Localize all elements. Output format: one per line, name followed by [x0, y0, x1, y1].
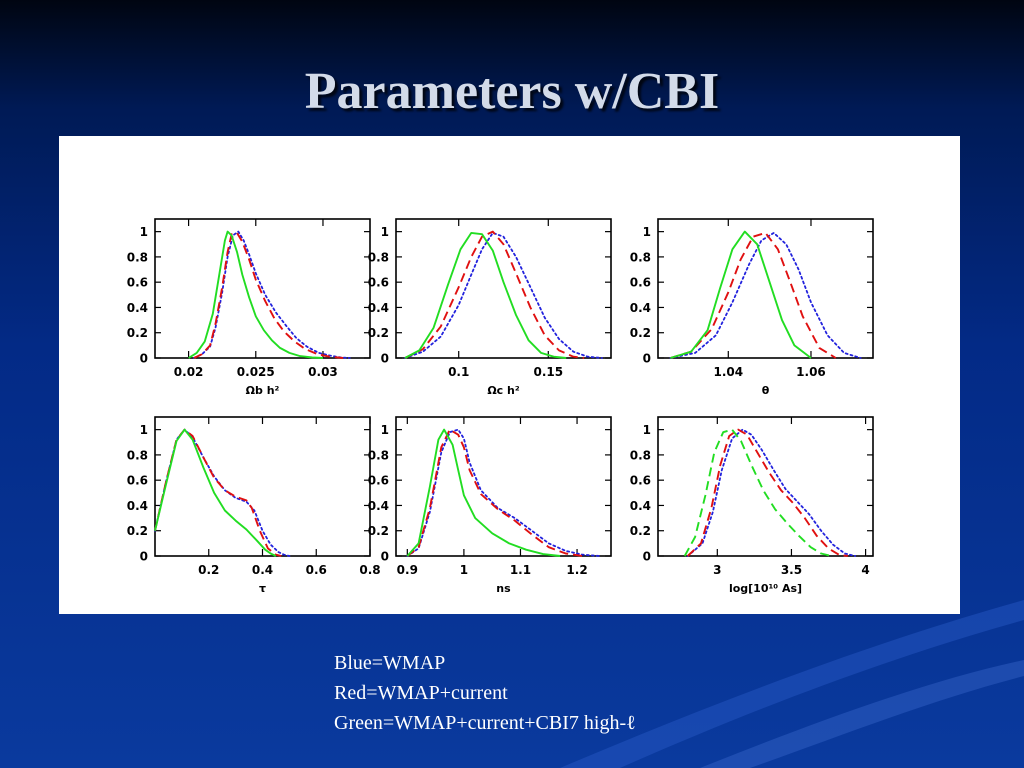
y-tick-label: 1	[381, 423, 389, 437]
plot-frame	[657, 416, 874, 557]
y-tick-label: 0.4	[630, 499, 651, 513]
subplot-4: 0 0.2 0.4 0.6 0.8 1 0.2 0.4 0.6 0.8 τ	[127, 416, 381, 595]
series-line-red	[193, 231, 344, 359]
x-axis-label: Ωb h²	[246, 384, 280, 397]
series-line-red	[670, 231, 837, 359]
y-tick-label: 0	[381, 352, 389, 366]
series-line-green	[188, 230, 324, 359]
y-tick-label: 0.2	[127, 524, 148, 538]
legend-text: Blue=WMAP Red=WMAP+current Green=WMAP+cu…	[334, 648, 636, 738]
x-tick-label: 0.6	[306, 563, 327, 577]
y-tick-label: 0.8	[630, 250, 651, 264]
subplot-1: 0 0.2 0.4 0.6 0.8 1 0.02 0.025 0.03 Ωb h²	[127, 218, 371, 397]
slide-title: Parameters w/CBI	[304, 63, 720, 120]
y-tick-label: 1	[140, 225, 148, 239]
y-tick-label: 0.2	[630, 524, 651, 538]
x-tick-label: 1.2	[566, 563, 587, 577]
x-tick-label: 0.1	[448, 365, 469, 379]
x-tick-label: 1.1	[510, 563, 531, 577]
y-tick-label: 0.4	[630, 301, 651, 315]
series-line-blue	[404, 232, 603, 359]
y-tick-label: 0.2	[127, 326, 148, 340]
x-axis-label: ns	[496, 582, 511, 595]
legend-line-green: Green=WMAP+current+CBI7 high-ℓ	[334, 712, 636, 734]
series-line-green	[406, 428, 561, 557]
series-line-blue	[669, 232, 862, 359]
x-tick-label: 3.5	[781, 563, 802, 577]
y-tick-label: 0.8	[368, 250, 389, 264]
y-tick-label: 0.8	[630, 448, 651, 462]
y-tick-label: 0.6	[630, 474, 651, 488]
series-line-red	[404, 230, 585, 359]
y-tick-label: 0	[381, 550, 389, 564]
x-axis-label: log[10¹⁰ As]	[729, 582, 802, 595]
y-tick-label: 0.6	[127, 276, 148, 290]
y-tick-label: 0.2	[368, 326, 389, 340]
series-line-green	[683, 428, 832, 557]
y-tick-label: 1	[140, 423, 148, 437]
plot-frame	[657, 218, 874, 359]
series-line-green	[670, 230, 812, 359]
plot-frame	[395, 218, 612, 359]
y-tick-label: 0.4	[368, 499, 389, 513]
y-tick-label: 0	[643, 352, 651, 366]
y-tick-label: 0.6	[368, 276, 389, 290]
series-line-blue	[686, 428, 857, 557]
x-tick-label: 1	[460, 563, 468, 577]
x-tick-label: 3	[713, 563, 721, 577]
x-tick-label: 1.06	[796, 365, 826, 379]
plot-frame	[395, 416, 612, 557]
subplot-5: 0 0.2 0.4 0.6 0.8 1 0.9 1 1.1 1.2 ns	[368, 416, 612, 595]
x-axis-label: τ	[259, 582, 266, 595]
series-line-green	[154, 428, 277, 557]
series-line-blue	[406, 428, 601, 557]
figure-panel: 0 0.2 0.4 0.6 0.8 1 0.02 0.025 0.03 Ωb h² 0 0.2 0.4 0…	[59, 136, 960, 614]
y-tick-label: 0	[140, 550, 148, 564]
series-line-red	[687, 428, 848, 557]
y-tick-label: 0.8	[368, 448, 389, 462]
x-axis-label: Ωc h²	[487, 384, 520, 397]
y-tick-label: 1	[381, 225, 389, 239]
legend-line-blue: Blue=WMAP	[334, 652, 446, 674]
y-tick-label: 0.6	[127, 474, 148, 488]
x-tick-label: 0.9	[397, 563, 418, 577]
y-tick-label: 0.4	[127, 499, 148, 513]
subplot-2: 0 0.2 0.4 0.6 0.8 1 0.1 0.15 Ωc h²	[368, 218, 612, 397]
x-tick-label: 0.2	[198, 563, 219, 577]
x-tick-label: 0.8	[359, 563, 380, 577]
x-tick-label: 4	[861, 563, 869, 577]
x-tick-label: 0.4	[252, 563, 273, 577]
y-tick-label: 0.8	[127, 448, 148, 462]
x-tick-label: 0.025	[237, 365, 275, 379]
y-tick-label: 1	[643, 423, 651, 437]
x-axis-label: θ	[762, 384, 770, 397]
y-tick-label: 0.6	[630, 276, 651, 290]
series-line-green	[404, 231, 567, 359]
y-tick-label: 0.6	[368, 474, 389, 488]
x-tick-label: 0.02	[174, 365, 204, 379]
subplot-3: 0 0.2 0.4 0.6 0.8 1 1.04 1.06 θ	[630, 218, 874, 397]
y-tick-label: 0.4	[127, 301, 148, 315]
y-tick-label: 0.8	[127, 250, 148, 264]
y-tick-label: 0	[643, 550, 651, 564]
y-tick-label: 0.2	[630, 326, 651, 340]
y-tick-label: 1	[643, 225, 651, 239]
x-tick-label: 1.04	[713, 365, 743, 379]
y-tick-label: 0.4	[368, 301, 389, 315]
x-tick-label: 0.15	[533, 365, 563, 379]
plot-frame	[154, 218, 371, 359]
x-tick-label: 0.03	[308, 365, 338, 379]
series-line-red	[406, 428, 583, 557]
y-tick-label: 0	[140, 352, 148, 366]
legend-line-red: Red=WMAP+current	[334, 682, 508, 704]
subplot-6: 0 0.2 0.4 0.6 0.8 1 3 3.5 4 log[10¹⁰ As]	[630, 416, 874, 595]
y-tick-label: 0.2	[368, 524, 389, 538]
